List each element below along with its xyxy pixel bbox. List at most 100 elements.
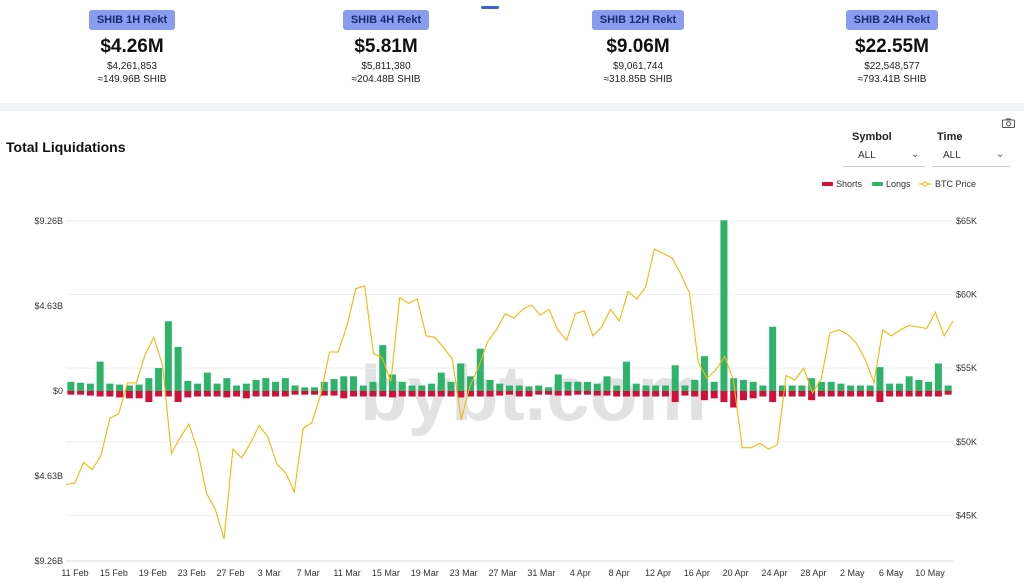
short-bar[interactable] (418, 391, 426, 397)
long-bar[interactable] (486, 379, 494, 391)
long-bar[interactable] (759, 385, 767, 391)
short-bar[interactable] (164, 391, 172, 397)
long-bar[interactable] (125, 385, 133, 391)
short-bar[interactable] (652, 391, 660, 397)
long-bar[interactable] (817, 381, 825, 391)
long-bar[interactable] (311, 387, 319, 391)
short-bar[interactable] (827, 391, 835, 397)
short-bar[interactable] (769, 391, 777, 403)
short-bar[interactable] (233, 391, 241, 397)
short-bar[interactable] (622, 391, 630, 397)
short-bar[interactable] (223, 391, 231, 398)
long-bar[interactable] (164, 321, 172, 391)
chevron-down-icon[interactable]: ⌄ (911, 149, 920, 160)
short-bar[interactable] (866, 391, 874, 397)
long-bar[interactable] (622, 361, 630, 391)
short-bar[interactable] (252, 391, 260, 397)
long-bar[interactable] (379, 345, 387, 391)
short-bar[interactable] (116, 391, 124, 398)
symbol-select[interactable]: ALL (858, 150, 876, 161)
short-bar[interactable] (661, 391, 669, 397)
short-bar[interactable] (759, 391, 767, 397)
long-bar[interactable] (135, 384, 143, 391)
long-bar[interactable] (925, 381, 933, 391)
short-bar[interactable] (96, 391, 104, 397)
long-bar[interactable] (106, 383, 114, 391)
short-bar[interactable] (691, 391, 699, 397)
long-bar[interactable] (574, 381, 582, 391)
short-bar[interactable] (467, 391, 475, 397)
short-bar[interactable] (778, 391, 786, 397)
long-bar[interactable] (301, 387, 309, 391)
long-bar[interactable] (291, 385, 299, 391)
short-bar[interactable] (535, 391, 543, 395)
long-bar[interactable] (603, 376, 611, 391)
long-bar[interactable] (905, 376, 913, 391)
short-bar[interactable] (174, 391, 182, 403)
long-bar[interactable] (96, 361, 104, 391)
long-bar[interactable] (515, 385, 523, 391)
long-bar[interactable] (778, 385, 786, 391)
short-bar[interactable] (389, 391, 397, 398)
short-bar[interactable] (428, 391, 436, 397)
short-bar[interactable] (525, 391, 533, 397)
long-bar[interactable] (184, 380, 192, 391)
long-bar[interactable] (847, 385, 855, 391)
long-bar[interactable] (934, 363, 942, 391)
card-badge[interactable]: SHIB 1H Rekt (88, 10, 176, 30)
short-bar[interactable] (554, 391, 562, 396)
long-bar[interactable] (213, 383, 221, 391)
short-bar[interactable] (184, 391, 192, 398)
short-bar[interactable] (291, 391, 299, 395)
short-bar[interactable] (301, 391, 309, 395)
long-bar[interactable] (535, 385, 543, 391)
long-bar[interactable] (350, 376, 358, 391)
short-bar[interactable] (895, 391, 903, 397)
long-bar[interactable] (808, 378, 816, 391)
short-bar[interactable] (944, 391, 952, 395)
long-bar[interactable] (174, 346, 182, 391)
short-bar[interactable] (886, 391, 894, 397)
long-bar[interactable] (398, 381, 406, 391)
long-bar[interactable] (281, 378, 289, 391)
long-bar[interactable] (155, 368, 163, 391)
short-bar[interactable] (486, 391, 494, 397)
long-bar[interactable] (691, 379, 699, 391)
short-bar[interactable] (320, 391, 328, 396)
long-bar[interactable] (544, 387, 552, 391)
short-bar[interactable] (496, 391, 504, 396)
short-bar[interactable] (67, 391, 75, 395)
camera-icon[interactable] (1002, 118, 1015, 128)
chevron-down-icon[interactable]: ⌄ (996, 149, 1005, 160)
short-bar[interactable] (905, 391, 913, 397)
legend-btc[interactable]: BTC Price (935, 179, 976, 189)
short-bar[interactable] (86, 391, 94, 396)
short-bar[interactable] (574, 391, 582, 395)
legend-longs[interactable]: Longs (886, 179, 911, 189)
long-bar[interactable] (359, 385, 367, 391)
long-bar[interactable] (583, 381, 591, 391)
short-bar[interactable] (106, 391, 114, 397)
long-bar[interactable] (613, 385, 621, 391)
short-bar[interactable] (437, 391, 445, 397)
short-bar[interactable] (642, 391, 650, 397)
long-bar[interactable] (116, 384, 124, 391)
long-bar[interactable] (944, 385, 952, 391)
short-bar[interactable] (359, 391, 367, 397)
long-bar[interactable] (661, 385, 669, 391)
short-bar[interactable] (847, 391, 855, 397)
short-bar[interactable] (681, 391, 689, 396)
time-select[interactable]: ALL (943, 150, 961, 161)
long-bar[interactable] (769, 326, 777, 391)
short-bar[interactable] (350, 391, 358, 397)
short-bar[interactable] (739, 391, 747, 401)
long-bar[interactable] (788, 385, 796, 391)
short-bar[interactable] (710, 391, 718, 399)
long-bar[interactable] (252, 379, 260, 391)
short-bar[interactable] (408, 391, 416, 397)
legend-shorts[interactable]: Shorts (836, 179, 863, 189)
short-bar[interactable] (720, 391, 728, 403)
long-bar[interactable] (837, 383, 845, 391)
short-bar[interactable] (915, 391, 923, 397)
short-bar[interactable] (272, 391, 280, 397)
